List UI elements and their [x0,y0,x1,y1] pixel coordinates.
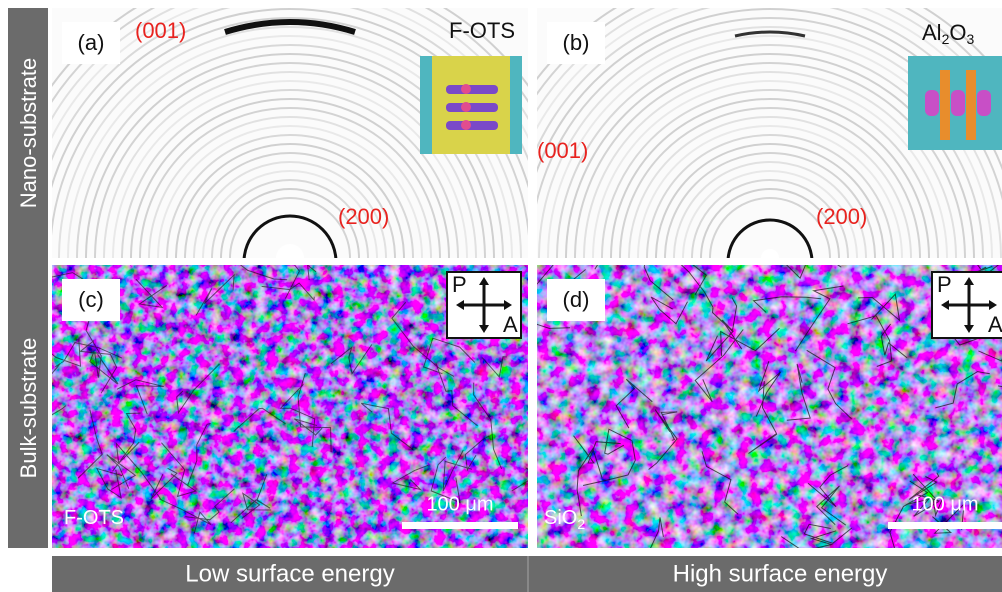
side-label: Bulk-substrate [16,338,41,479]
panel-tag: (c) [78,287,104,312]
footer-label: High surface energy [673,560,888,587]
footer-label: Low surface energy [185,560,394,587]
side-label: Nano-substrate [16,58,41,208]
inset [908,56,1002,150]
polarizer-icon: PA [447,272,521,338]
peak-label: (200) [816,204,867,229]
polarizer-icon: PA [932,272,1002,338]
polarizer-label: P [937,272,952,297]
panel-tag: (d) [563,287,590,312]
polarizer-label: P [452,272,467,297]
scale-bar [888,522,1002,529]
peak-label: (200) [338,204,389,229]
panel-tag: (b) [563,30,590,55]
sample-label: F-OTS [64,507,124,529]
polarizer-label: A [503,312,518,337]
figure: Nano-substrate Bulk-substrate (a) (001) … [0,0,1002,592]
panel-tag: (a) [78,30,105,55]
polarizer-label: A [988,312,1002,337]
inset [420,56,522,154]
peak-label: (001) [135,18,186,43]
scale-bar-label: 100 μm [426,493,493,515]
scale-bar-label: 100 μm [911,493,978,515]
peak-label: (001) [537,138,588,163]
scale-bar [402,522,518,529]
sample-label: F-OTS [449,18,515,43]
